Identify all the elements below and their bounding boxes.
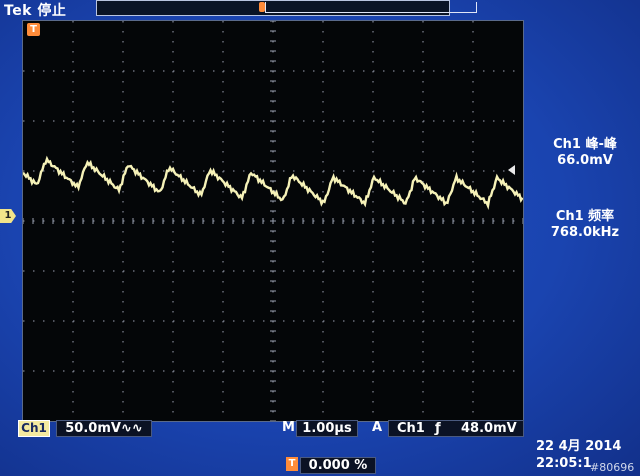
trigger-position-icon: T [286, 457, 298, 471]
ch1-ground-reference-icon: 1 [0, 209, 16, 223]
time: 22:05:1 [536, 456, 592, 471]
ch1-badge[interactable]: Ch1 [18, 420, 50, 437]
date: 22 4月 2014 [536, 439, 622, 454]
trigger-level: 48.0mV [461, 421, 517, 436]
record-length-bar [96, 0, 477, 16]
measurement-label: Ch1 频率 [555, 209, 615, 224]
brand-logo: Tek [4, 3, 32, 19]
trigger-position-marker [259, 2, 265, 12]
graticule-screen [22, 20, 524, 422]
trigger-readout[interactable]: Ch1 ƒ 48.0mV [388, 420, 524, 437]
ch1-scale-value: 50.0mV [65, 421, 121, 436]
date-time: 22 4月 2014 22:05:1 [536, 438, 640, 472]
trigger-mode-label: A [372, 420, 383, 435]
trigger-level-arrow-icon [508, 165, 515, 175]
horizontal-main-label: M [282, 420, 295, 435]
brand-status: Tek 停止 [4, 0, 66, 20]
status-bar: Ch1 50.0mV∿∿ M 1.00µs A Ch1 ƒ 48.0mV T 0… [0, 420, 640, 476]
horizontal-scale[interactable]: 1.00µs [296, 420, 358, 437]
bandwidth-limit-icon: ∿∿ [120, 421, 143, 436]
graticule-grid [23, 21, 523, 421]
graticule-svg [23, 21, 523, 421]
rising-edge-icon: ƒ [435, 421, 441, 436]
trigger-point-icon: T [27, 23, 40, 36]
trigger-source: Ch1 [397, 421, 425, 436]
ch1-vertical-scale[interactable]: 50.0mV∿∿ [56, 420, 152, 437]
record-view-window [265, 2, 477, 13]
measurement-peak-to-peak: Ch1 峰-峰 66.0mV [530, 137, 640, 169]
measurement-frequency: Ch1 频率 768.0kHz [530, 209, 640, 241]
acquisition-status: 停止 [37, 3, 67, 19]
measurement-label: Ch1 峰-峰 [553, 137, 617, 152]
trigger-position-percent[interactable]: 0.000 % [300, 457, 376, 474]
measurement-value: 768.0kHz [550, 225, 620, 240]
ch1-waveform [23, 155, 523, 211]
image-watermark: #80696 [590, 461, 635, 474]
measurement-value: 66.0mV [557, 153, 613, 168]
